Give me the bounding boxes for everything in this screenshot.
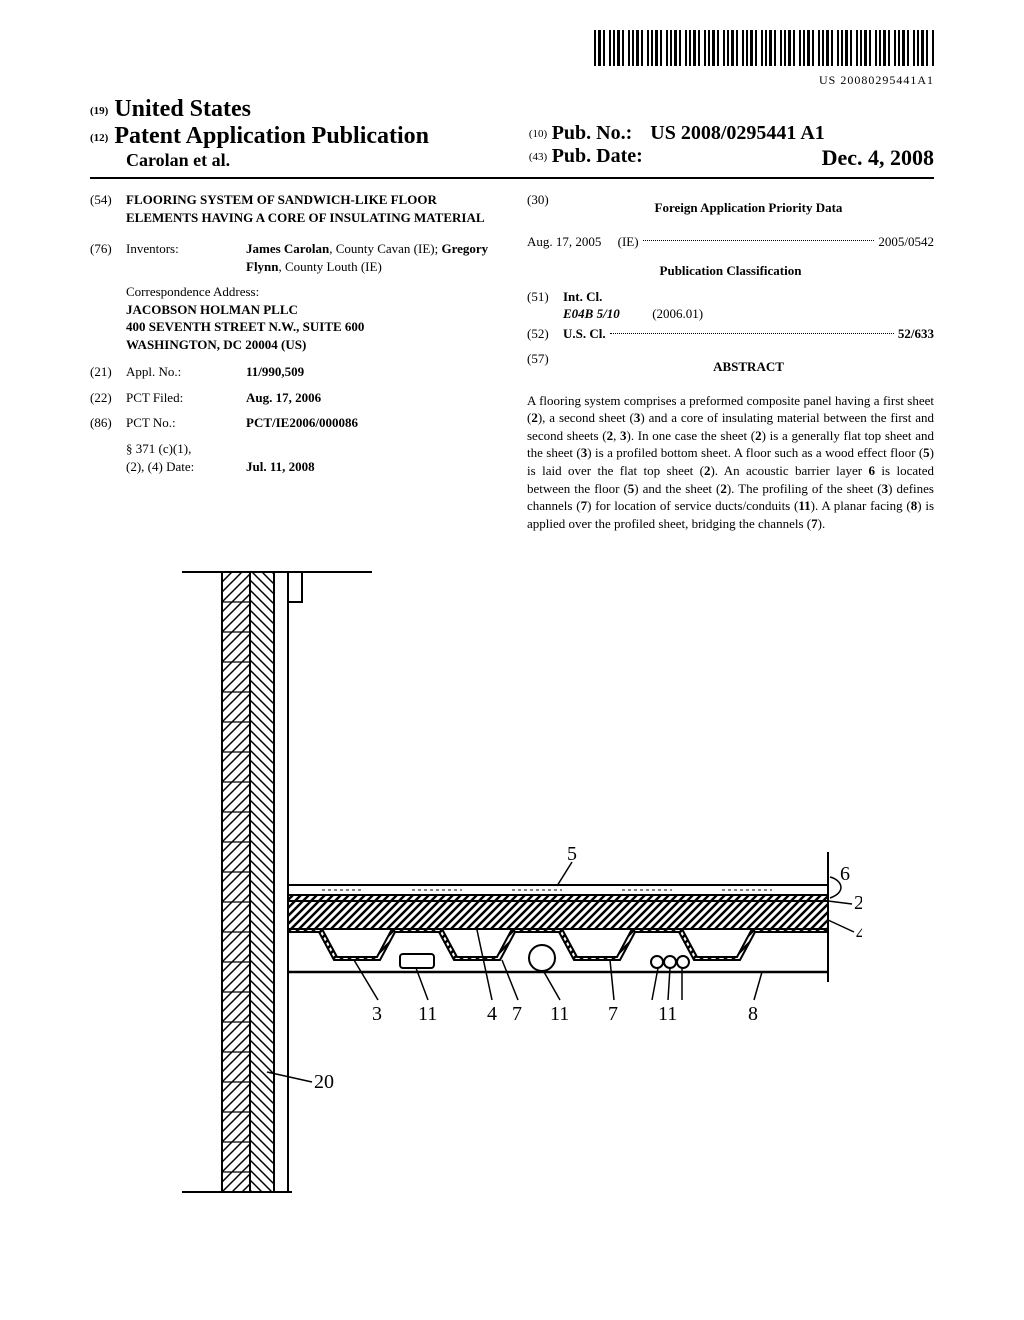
foreign-priority-row: Aug. 17, 2005 (IE) 2005/0542	[527, 233, 934, 251]
code-21: (21)	[90, 363, 126, 381]
label-pctno: PCT No.:	[126, 414, 246, 432]
label-pctfiled: PCT Filed:	[126, 389, 246, 407]
authors-line: Carolan et al.	[90, 150, 495, 171]
fig-label-11b: 11	[550, 1003, 569, 1025]
abstract-text: A flooring system comprises a preformed …	[527, 392, 934, 532]
pubdate-row: (43) Pub. Date: Dec. 4, 2008	[529, 145, 934, 171]
field-21: (21) Appl. No.: 11/990,509	[90, 363, 497, 381]
uscl-val: 52/633	[898, 326, 934, 341]
fig-label-7b: 7	[608, 1003, 618, 1025]
corr-line2: 400 SEVENTH STREET N.W., SUITE 600	[126, 318, 497, 336]
pubdate-label: Pub. Date:	[552, 145, 643, 167]
code-54: (54)	[90, 191, 126, 226]
fig-label-2: 2	[854, 892, 862, 914]
field-22: (22) PCT Filed: Aug. 17, 2006	[90, 389, 497, 407]
code-12: (12)	[90, 132, 108, 144]
fig-label-11a: 11	[418, 1003, 437, 1025]
intcl-label: Int. Cl.	[563, 289, 602, 304]
country: United States	[114, 96, 251, 122]
fig-label-5: 5	[567, 843, 577, 865]
pubno-row: (10) Pub. No.: US 2008/0295441 A1	[529, 122, 934, 145]
s371-line1: § 371 (c)(1),	[126, 441, 191, 456]
code-10: (10)	[529, 128, 547, 140]
code-19: (19)	[90, 105, 108, 117]
fig-label-11c: 11	[658, 1003, 677, 1025]
fig-label-3: 3	[372, 1003, 382, 1025]
field-54: (54) FLOORING SYSTEM OF SANDWICH-LIKE FL…	[90, 191, 497, 226]
figure-svg: 5 6 2 4 3 11 4 7	[162, 562, 862, 1202]
pubclass-title: Publication Classification	[527, 262, 934, 280]
barcode-block: US 20080295441A1	[90, 30, 934, 88]
pctno: PCT/IE2006/000086	[246, 415, 358, 430]
code-30: (30)	[527, 191, 563, 225]
code-51: (51)	[527, 288, 563, 323]
corr-label: Correspondence Address:	[126, 283, 497, 301]
header-country-line: (19) United States	[90, 96, 495, 123]
s371-date: Jul. 11, 2008	[246, 459, 315, 474]
pctfiled: Aug. 17, 2006	[246, 390, 321, 405]
code-76: (76)	[90, 240, 126, 275]
fig-label-20: 20	[314, 1071, 334, 1093]
fig-label-6: 6	[840, 863, 850, 885]
corr-line3: WASHINGTON, DC 20004 (US)	[126, 336, 497, 354]
invention-title: FLOORING SYSTEM OF SANDWICH-LIKE FLOOR E…	[126, 191, 497, 226]
document-header: (19) United States (12) Patent Applicati…	[90, 96, 934, 171]
fig-label-4b: 4	[487, 1003, 497, 1025]
doc-type: Patent Application Publication	[114, 123, 429, 149]
field-52: (52) U.S. Cl. 52/633	[527, 325, 934, 343]
fig-label-8: 8	[748, 1003, 758, 1025]
code-86: (86)	[90, 414, 126, 432]
pubdate: Dec. 4, 2008	[822, 145, 934, 170]
fp-cc: (IE)	[618, 234, 639, 249]
label-inventors: Inventors:	[126, 240, 246, 275]
right-column: (30) Foreign Application Priority Data A…	[527, 191, 934, 532]
fp-num: 2005/0542	[878, 233, 934, 251]
pubno-label: Pub. No.:	[552, 122, 633, 144]
field-86: (86) PCT No.: PCT/IE2006/000086	[90, 414, 497, 432]
patent-figure: 5 6 2 4 3 11 4 7	[90, 562, 934, 1202]
header-rule	[90, 177, 934, 179]
s371-line2: (2), (4) Date:	[126, 459, 194, 474]
code-52: (52)	[527, 325, 563, 343]
code-22: (22)	[90, 389, 126, 407]
fp-date: Aug. 17, 2005	[527, 234, 601, 249]
header-doctype-line: (12) Patent Application Publication	[90, 123, 495, 150]
barcode	[594, 30, 934, 66]
field-30: (30) Foreign Application Priority Data	[527, 191, 934, 225]
applno: 11/990,509	[246, 364, 304, 379]
pubno: US 2008/0295441 A1	[650, 122, 824, 144]
field-51: (51) Int. Cl. E04B 5/10 (2006.01)	[527, 288, 934, 323]
uscl-label: U.S. Cl.	[563, 326, 606, 341]
corr-line1: JACOBSON HOLMAN PLLC	[126, 301, 497, 319]
code-43: (43)	[529, 151, 547, 163]
barcode-number: US 20080295441A1	[90, 73, 934, 88]
field-57: (57) ABSTRACT	[527, 350, 934, 384]
field-76: (76) Inventors: James Carolan, County Ca…	[90, 240, 497, 275]
code-57: (57)	[527, 350, 563, 384]
biblio-columns: (54) FLOORING SYSTEM OF SANDWICH-LIKE FL…	[90, 191, 934, 532]
abstract-title: ABSTRACT	[563, 358, 934, 376]
foreign-priority-title: Foreign Application Priority Data	[563, 199, 934, 217]
intcl-class: E04B 5/10	[563, 306, 620, 321]
correspondence-address: Correspondence Address: JACOBSON HOLMAN …	[126, 283, 497, 353]
fig-label-4: 4	[856, 923, 862, 945]
field-371: § 371 (c)(1), (2), (4) Date: Jul. 11, 20…	[90, 440, 497, 475]
intcl-date: (2006.01)	[652, 306, 703, 321]
fig-label-7a: 7	[512, 1003, 522, 1025]
label-applno: Appl. No.:	[126, 363, 246, 381]
left-column: (54) FLOORING SYSTEM OF SANDWICH-LIKE FL…	[90, 191, 497, 532]
inventors: James Carolan, County Cavan (IE); Gregor…	[246, 240, 497, 275]
